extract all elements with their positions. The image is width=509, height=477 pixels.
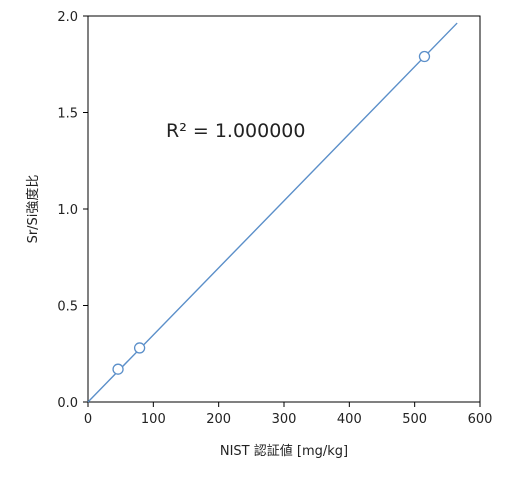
y-tick-label: 2.0 [57, 10, 78, 25]
data-point [112, 363, 124, 375]
trendline [87, 22, 458, 403]
x-axis-title: NIST 認証値 [mg/kg] [220, 443, 348, 459]
plot-area [87, 15, 481, 403]
x-axis: 0 100 200 300 400 500 600 [84, 402, 493, 427]
x-tick-label: 200 [206, 412, 231, 427]
x-tick-label: 600 [468, 412, 493, 427]
data-point [133, 342, 146, 354]
x-tick-label: 500 [402, 412, 427, 427]
x-tick-label: 300 [272, 412, 297, 427]
data-point [418, 50, 431, 63]
y-tick-label: 1.0 [57, 203, 78, 218]
x-tick-label: 0 [84, 412, 92, 427]
chart-marks [87, 22, 458, 403]
y-tick-label: 0.5 [57, 300, 78, 315]
y-tick-label: 0.0 [57, 396, 78, 411]
x-tick-label: 400 [337, 412, 362, 427]
y-axis-title: Sr/Si強度比 [25, 175, 41, 244]
x-tick-label: 100 [141, 412, 166, 427]
y-tick-label: 1.5 [57, 107, 78, 122]
r-squared-annotation: R² = 1.000000 [166, 120, 305, 142]
y-axis: 0.0 0.5 1.0 1.5 2.0 [57, 10, 88, 411]
